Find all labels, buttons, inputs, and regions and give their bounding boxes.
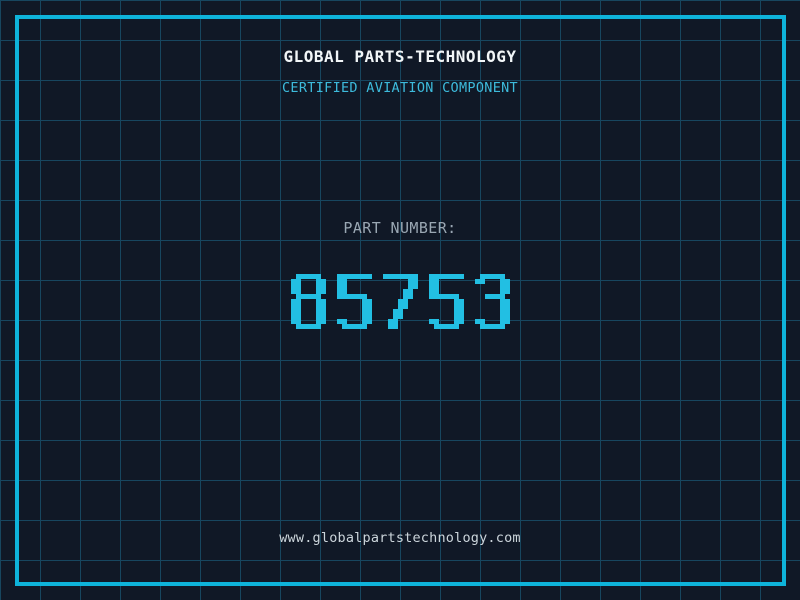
pixel-digit xyxy=(382,274,418,329)
part-number-display xyxy=(0,274,800,329)
pixel-digit xyxy=(290,274,326,329)
pixel-digit xyxy=(428,274,464,329)
company-title: GLOBAL PARTS-TECHNOLOGY xyxy=(283,47,517,66)
pixel-digit xyxy=(336,274,372,329)
pixel-digit xyxy=(474,274,510,329)
certification-subtitle: CERTIFIED AVIATION COMPONENT xyxy=(282,80,518,96)
website-url: www.globalpartstechnology.com xyxy=(279,530,521,546)
part-number-label: PART NUMBER: xyxy=(343,219,457,237)
